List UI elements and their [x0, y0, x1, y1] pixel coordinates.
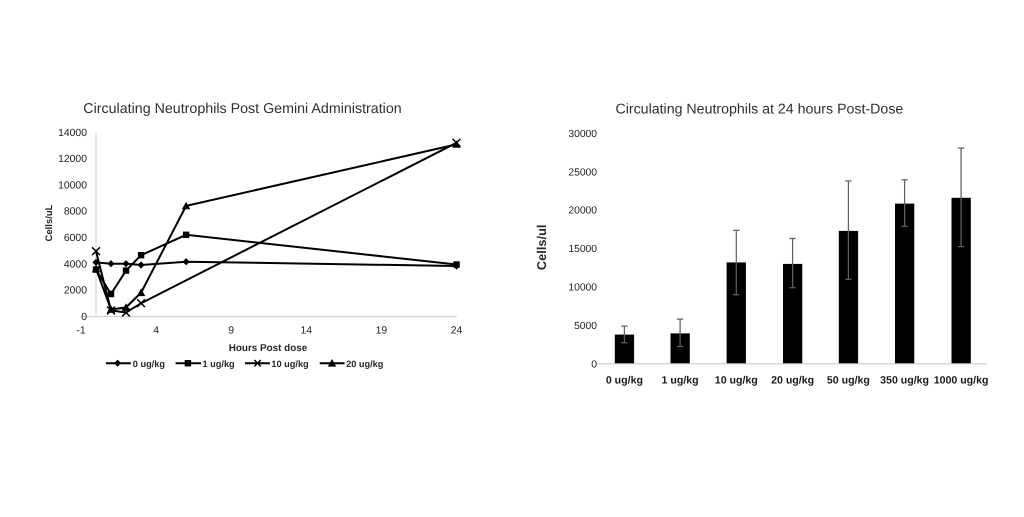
- svg-text:Cells/uL: Cells/uL: [44, 204, 55, 241]
- svg-text:-1: -1: [76, 325, 85, 336]
- svg-text:19: 19: [376, 325, 388, 336]
- svg-text:10 ug/kg: 10 ug/kg: [271, 359, 308, 369]
- svg-text:0 ug/kg: 0 ug/kg: [133, 359, 165, 369]
- svg-text:1 ug/kg: 1 ug/kg: [662, 375, 699, 387]
- svg-text:10000: 10000: [58, 181, 87, 192]
- svg-text:14000: 14000: [58, 128, 87, 139]
- svg-text:5000: 5000: [574, 321, 597, 332]
- svg-text:24: 24: [451, 325, 463, 336]
- svg-text:Circulating Neutrophils Post G: Circulating Neutrophils Post Gemini Admi…: [83, 101, 401, 117]
- svg-text:1000 ug/kg: 1000 ug/kg: [934, 375, 989, 387]
- svg-text:10000: 10000: [568, 283, 597, 294]
- svg-text:25000: 25000: [568, 167, 597, 178]
- svg-text:350 ug/kg: 350 ug/kg: [880, 375, 929, 387]
- svg-text:12000: 12000: [58, 154, 87, 165]
- svg-text:0: 0: [591, 359, 597, 370]
- svg-text:15000: 15000: [568, 244, 597, 255]
- svg-text:20000: 20000: [568, 206, 597, 217]
- svg-text:10 ug/kg: 10 ug/kg: [715, 375, 758, 387]
- svg-text:9: 9: [228, 325, 234, 336]
- svg-text:1 ug/kg: 1 ug/kg: [203, 359, 235, 369]
- svg-text:6000: 6000: [64, 233, 87, 244]
- svg-text:0 ug/kg: 0 ug/kg: [606, 375, 643, 387]
- svg-text:Circulating Neutrophils at 24: Circulating Neutrophils at 24 hours Post…: [615, 101, 903, 117]
- svg-text:20 ug/kg: 20 ug/kg: [771, 375, 814, 387]
- svg-text:4000: 4000: [64, 259, 87, 270]
- svg-text:Cells/ul: Cells/ul: [534, 225, 549, 271]
- svg-text:30000: 30000: [568, 129, 597, 140]
- svg-text:4: 4: [153, 325, 159, 336]
- svg-text:2000: 2000: [64, 286, 87, 297]
- svg-text:Hours Post dose: Hours Post dose: [229, 343, 308, 354]
- svg-text:50 ug/kg: 50 ug/kg: [827, 375, 870, 387]
- svg-text:14: 14: [301, 325, 313, 336]
- svg-text:0: 0: [81, 312, 87, 323]
- svg-text:8000: 8000: [64, 207, 87, 218]
- svg-text:20 ug/kg: 20 ug/kg: [346, 359, 383, 369]
